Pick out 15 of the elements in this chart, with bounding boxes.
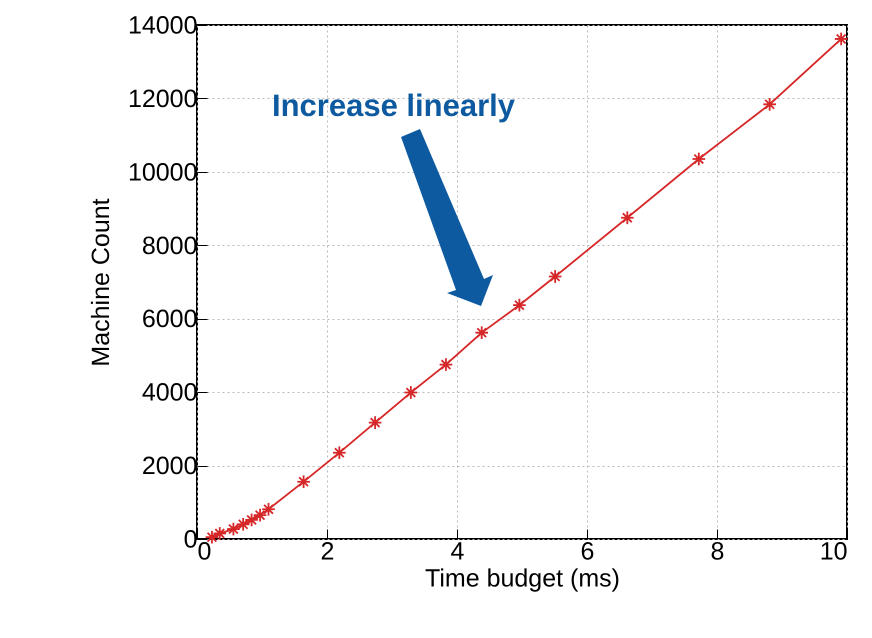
x-tick-label: 4 (450, 538, 465, 566)
y-axis-title: Machine Count (86, 198, 115, 367)
y-tick-label: 4000 (142, 378, 198, 407)
x-tick-label: 8 (710, 538, 724, 566)
y-tick-label: 2000 (142, 452, 198, 480)
x-tick-label: 6 (580, 538, 594, 566)
y-tick-label: 14000 (128, 12, 198, 40)
y-tick-label: 10000 (128, 158, 198, 186)
y-tick-label: 12000 (128, 84, 198, 113)
x-axis-title: Time budget (ms) (425, 564, 620, 592)
x-tick-label: 2 (320, 538, 334, 566)
y-tick-label: 8000 (142, 232, 198, 260)
annotation: Increase linearly (272, 88, 515, 124)
y-tick-label: 6000 (142, 305, 198, 334)
x-tick-label: 10 (820, 538, 848, 566)
